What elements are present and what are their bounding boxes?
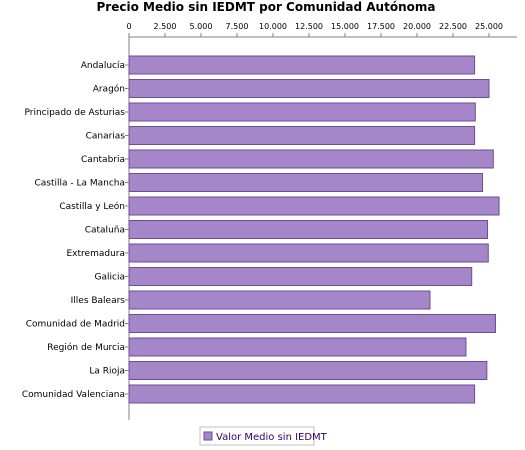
category-label: Comunidad Valenciana bbox=[22, 390, 125, 400]
bar bbox=[128, 243, 489, 263]
bar bbox=[128, 337, 467, 357]
bar bbox=[128, 126, 476, 145]
category-label: Castilla y León bbox=[59, 201, 125, 212]
category-label: Cantabria bbox=[81, 155, 125, 165]
bar bbox=[128, 290, 431, 310]
x-tick-label: 0 bbox=[126, 22, 131, 31]
bar bbox=[128, 267, 473, 286]
x-tick-label: 17.500 bbox=[367, 22, 395, 31]
bar bbox=[128, 361, 488, 380]
legend: Valor Medio sin IEDMT bbox=[199, 426, 328, 446]
x-tick-label: 20.000 bbox=[403, 22, 431, 31]
category-label: Comunidad de Madrid bbox=[26, 320, 125, 330]
bar bbox=[128, 55, 476, 75]
x-tick-label: 7.500 bbox=[226, 22, 249, 31]
x-tick-label: 5.000 bbox=[190, 22, 213, 31]
category-label: Extremadura bbox=[67, 249, 126, 259]
legend-label: Valor Medio sin IEDMT bbox=[216, 432, 328, 443]
x-tick-label: 22.500 bbox=[439, 22, 467, 31]
category-label: Canarias bbox=[86, 132, 126, 142]
category-label: Aragón bbox=[93, 84, 125, 95]
category-label: Principado de Asturias bbox=[24, 108, 125, 118]
bar bbox=[128, 196, 500, 216]
axes: 0 2.500 5.000 7.500 10.000 12.500 15.000 17.500… bbox=[126, 22, 517, 420]
chart-title: Precio Medio sin IEDMT por Comunidad Aut… bbox=[97, 0, 436, 14]
bar bbox=[128, 314, 496, 333]
category-label: Andalucía bbox=[81, 61, 125, 71]
x-tick-label: 25.000 bbox=[475, 22, 503, 31]
bar bbox=[128, 173, 484, 192]
bar bbox=[128, 220, 489, 239]
bar bbox=[128, 102, 476, 122]
x-tick-label: 10.000 bbox=[259, 22, 287, 31]
x-tick-label: 12.500 bbox=[295, 22, 323, 31]
bars bbox=[128, 55, 500, 404]
x-tick-label: 15.000 bbox=[331, 22, 359, 31]
bar bbox=[128, 384, 476, 404]
category-labels: Andalucía Aragón Principado de Asturias Can… bbox=[22, 61, 129, 400]
category-label: Región de Murcia bbox=[47, 342, 125, 353]
category-label: Castilla - La Mancha bbox=[34, 179, 125, 189]
legend-box bbox=[199, 426, 315, 446]
category-label: La Rioja bbox=[89, 367, 125, 377]
x-tick-label: 2.500 bbox=[154, 22, 177, 31]
category-label: Illes Balears bbox=[71, 296, 126, 306]
category-label: Galicia bbox=[95, 273, 125, 283]
bar bbox=[128, 79, 490, 98]
category-label: Cataluña bbox=[85, 226, 125, 236]
bar bbox=[128, 149, 494, 169]
legend-swatch bbox=[203, 431, 213, 441]
